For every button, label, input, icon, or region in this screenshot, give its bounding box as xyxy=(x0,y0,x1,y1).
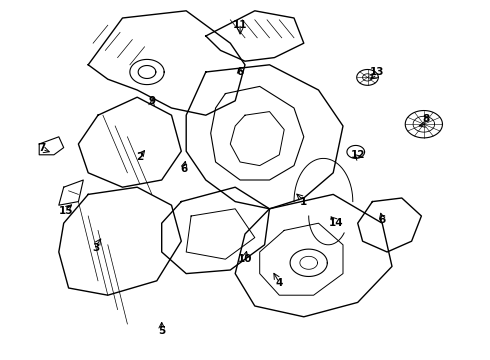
Polygon shape xyxy=(186,65,343,209)
Text: 5: 5 xyxy=(158,326,165,336)
Text: 2: 2 xyxy=(136,152,143,162)
Polygon shape xyxy=(235,194,392,317)
Polygon shape xyxy=(39,137,64,155)
Polygon shape xyxy=(88,11,245,115)
Text: 3: 3 xyxy=(92,243,99,253)
Text: 4: 4 xyxy=(275,278,283,288)
Polygon shape xyxy=(78,97,181,187)
Text: 11: 11 xyxy=(233,20,247,30)
Text: 14: 14 xyxy=(328,218,343,228)
Polygon shape xyxy=(59,187,181,295)
Text: 8: 8 xyxy=(423,114,430,124)
Text: 10: 10 xyxy=(238,254,252,264)
Polygon shape xyxy=(206,11,304,61)
Text: 13: 13 xyxy=(370,67,385,77)
Polygon shape xyxy=(59,180,83,205)
Text: 1: 1 xyxy=(300,197,307,207)
Text: 9: 9 xyxy=(148,96,155,106)
Polygon shape xyxy=(162,187,270,274)
Text: 7: 7 xyxy=(38,143,46,153)
Text: 6: 6 xyxy=(379,215,386,225)
Text: 15: 15 xyxy=(59,206,74,216)
Text: 6: 6 xyxy=(180,164,187,174)
Text: 6: 6 xyxy=(237,67,244,77)
Text: 12: 12 xyxy=(350,150,365,160)
Polygon shape xyxy=(358,198,421,252)
